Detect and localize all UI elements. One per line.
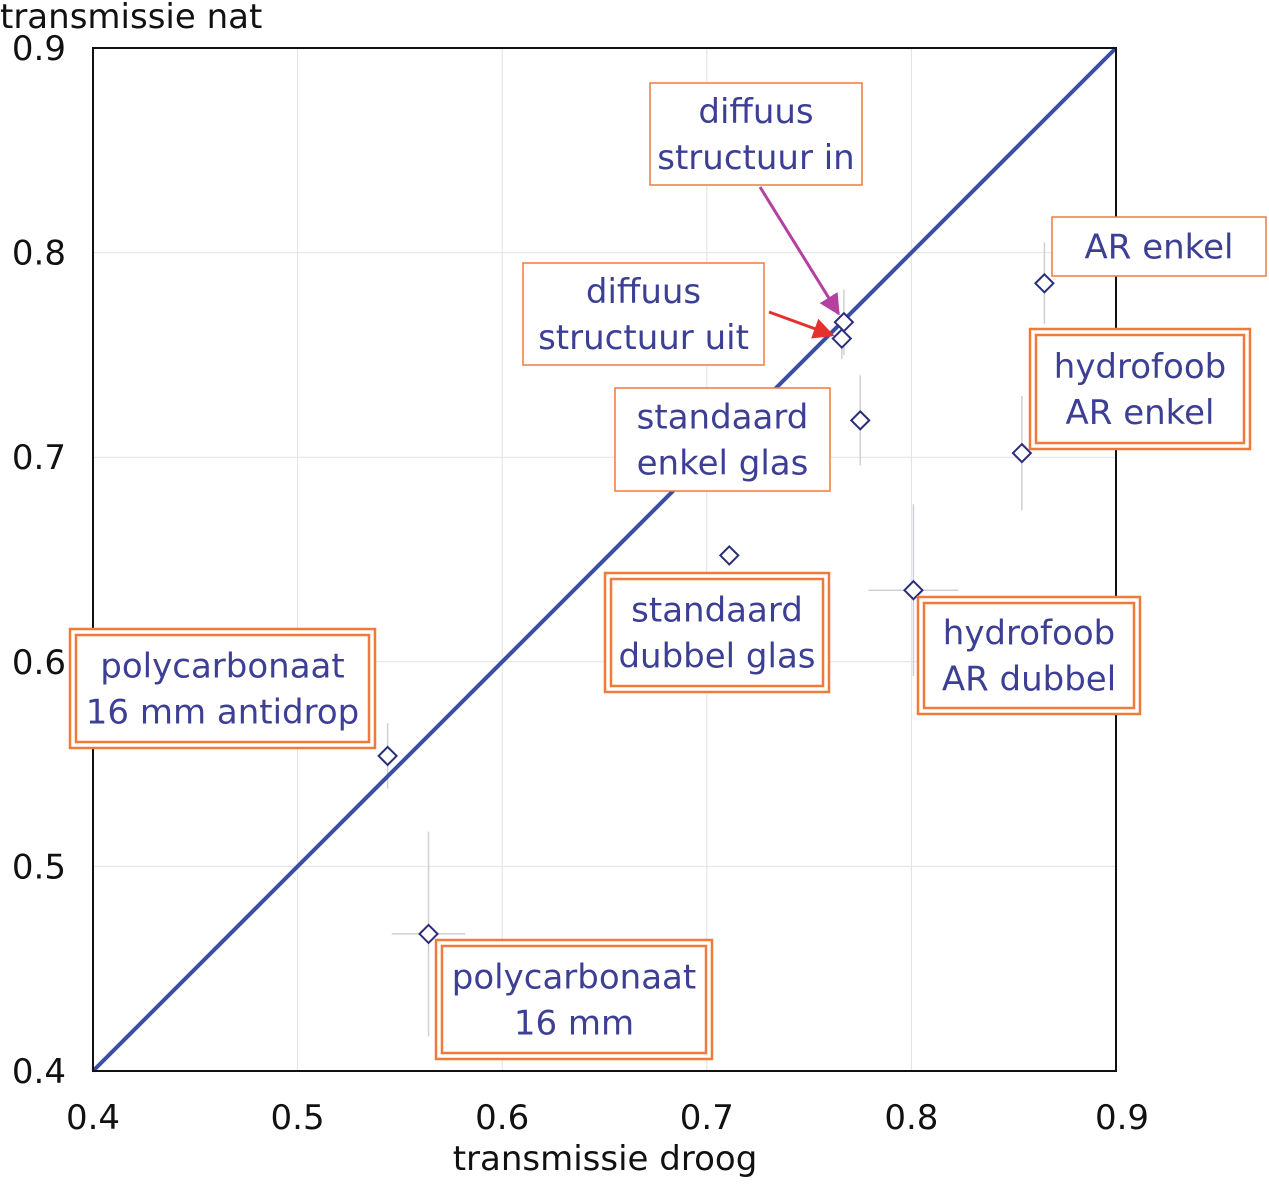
y-tick-label: 0.6 [12,643,66,683]
plot-area [92,47,1117,1072]
callout: hydrofoob AR enkel [1028,327,1252,451]
callout-frame-outer [603,571,831,694]
data-point [849,409,871,431]
callout-text: standaard [631,591,803,631]
callout: hydrofoob AR dubbel [916,595,1142,716]
data-point [418,923,439,945]
x-tick-label: 0.6 [475,1098,529,1138]
callout-text: diffuus [698,92,813,132]
callout-text: AR enkel [1066,393,1215,433]
callout-frame-inner [74,633,371,744]
data-point [903,579,924,601]
callout-text: hydrofoob [1054,347,1226,387]
y-tick-label: 0.9 [12,29,66,69]
y-axis-title: transmissie nat [0,0,262,37]
x-tick-label: 0.9 [1095,1098,1149,1138]
callout-frame [614,387,831,492]
callout: polycarbonaat 16 mm [434,938,714,1061]
callout-text: structuur uit [538,318,749,358]
callout-text: polycarbonaat [100,647,344,687]
callout-frame-outer [68,627,377,750]
callout-text: polycarbonaat [452,958,696,998]
callout-text: 16 mm antidrop [86,693,359,733]
callout-arrows [758,186,840,339]
x-tick-label: 0.8 [884,1098,938,1138]
x-tick-label: 0.5 [271,1098,325,1138]
data-point [718,544,740,566]
callout-text: AR dubbel [942,660,1116,700]
callout-frame-inner [609,577,825,688]
callout-frame [649,82,863,186]
y-tick-label: 0.4 [12,1052,66,1092]
callout: diffuus structuur uit [522,262,765,366]
callout-text: diffuus [586,272,701,312]
y-tick-labels: 0.4 0.5 0.6 0.7 0.8 0.9 [12,29,66,1092]
reference-line [91,46,1118,1073]
y-tick-label: 0.8 [12,234,66,274]
callout-text: structuur in [657,138,854,178]
x-tick-labels: 0.4 0.5 0.6 0.7 0.8 0.9 [66,1098,1149,1138]
callout-text: dubbel glas [618,637,815,677]
y-tick-label: 0.5 [12,847,66,887]
callout-arrow [758,186,840,316]
callout: diffuus structuur in [649,82,863,186]
callout-arrow [768,310,835,339]
callout-frame-outer [1028,327,1252,451]
callout-text: standaard [637,398,809,438]
data-point [377,745,399,767]
callout-text: enkel glas [637,444,809,484]
callout-frame-inner [440,944,708,1055]
callout-frame-outer [434,938,714,1061]
callout-text: 16 mm [514,1004,634,1044]
data-point [831,328,853,349]
callout-frame-inner [922,601,1136,710]
callout: AR enkel [1051,216,1267,277]
data-point [1033,272,1055,294]
x-tick-label: 0.7 [680,1098,734,1138]
x-axis-title: transmissie droog [453,1139,758,1179]
x-tick-label: 0.4 [66,1098,120,1138]
callout: standaard enkel glas [614,387,831,492]
callout: polycarbonaat 16 mm antidrop [68,627,377,750]
y-tick-label: 0.7 [12,438,66,478]
callout-text: hydrofoob [943,614,1115,654]
callout: standaard dubbel glas [603,571,831,694]
callout-frame [522,262,765,366]
callout-frame [1051,216,1267,277]
callout-text: AR enkel [1085,228,1234,268]
data-points [377,272,1055,945]
callouts: diffuus structuur in AR enkel diffuus struct… [68,82,1267,1061]
callout-frame-outer [916,595,1142,716]
callout-frame-inner [1034,333,1246,445]
data-point [1011,442,1033,464]
